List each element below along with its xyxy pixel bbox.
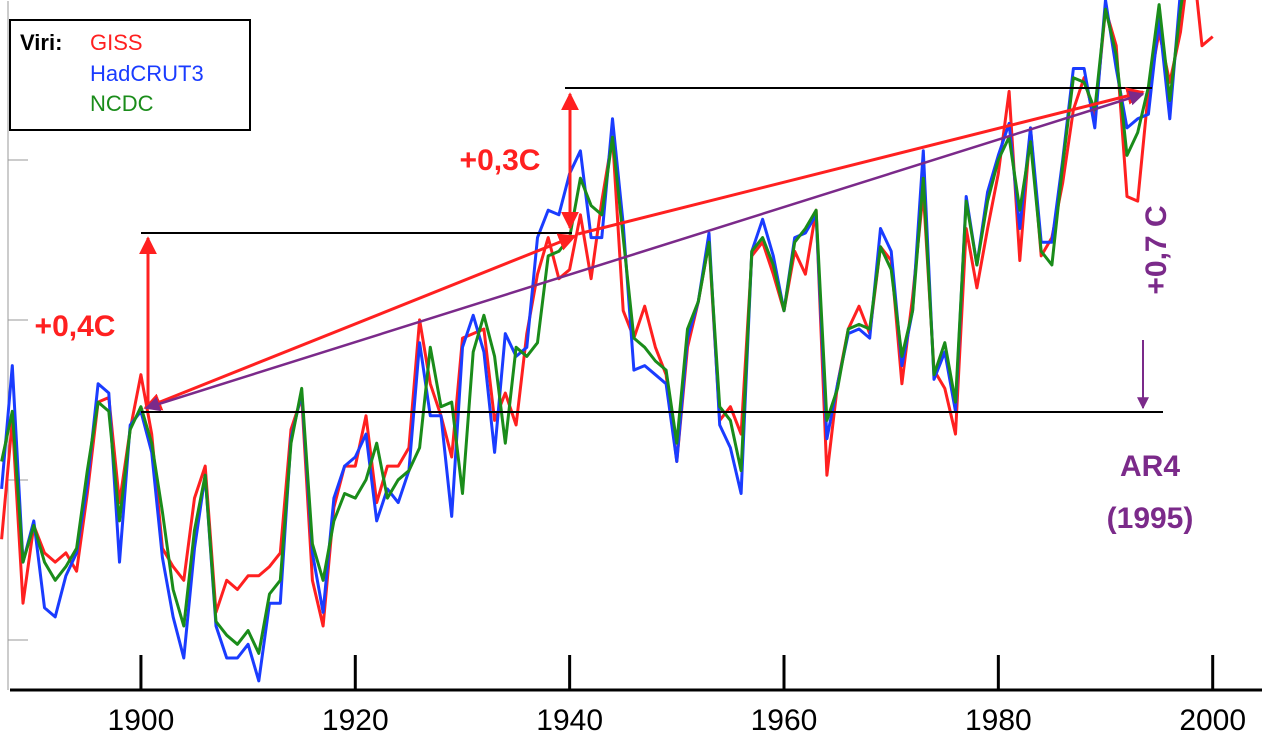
left-stubs xyxy=(7,1,28,690)
annotation: AR4 xyxy=(1120,450,1180,483)
annotation-lines xyxy=(139,87,1163,413)
legend-entry: HadCRUT3 xyxy=(90,61,204,86)
legend: Viri: GISS HadCRUT3 NCDC xyxy=(9,19,251,131)
annotation: (1995) xyxy=(1107,502,1194,535)
annotation: +0,7 C xyxy=(1140,205,1173,294)
annotation: +0,4C xyxy=(35,310,116,343)
x-tick-label: 1940 xyxy=(536,704,603,737)
x-tick-label: 1960 xyxy=(751,704,818,737)
annotation: +0,3C xyxy=(460,144,541,177)
legend-entry: GISS xyxy=(90,30,143,55)
x-tick-label: 1900 xyxy=(108,704,175,737)
x-tick-label: 1980 xyxy=(965,704,1032,737)
legend-entry: NCDC xyxy=(90,91,154,116)
x-tick-label: 2000 xyxy=(1179,704,1246,737)
legend-title: Viri: xyxy=(20,30,62,55)
legend-box xyxy=(9,19,251,131)
x-tick-label: 1920 xyxy=(322,704,389,737)
